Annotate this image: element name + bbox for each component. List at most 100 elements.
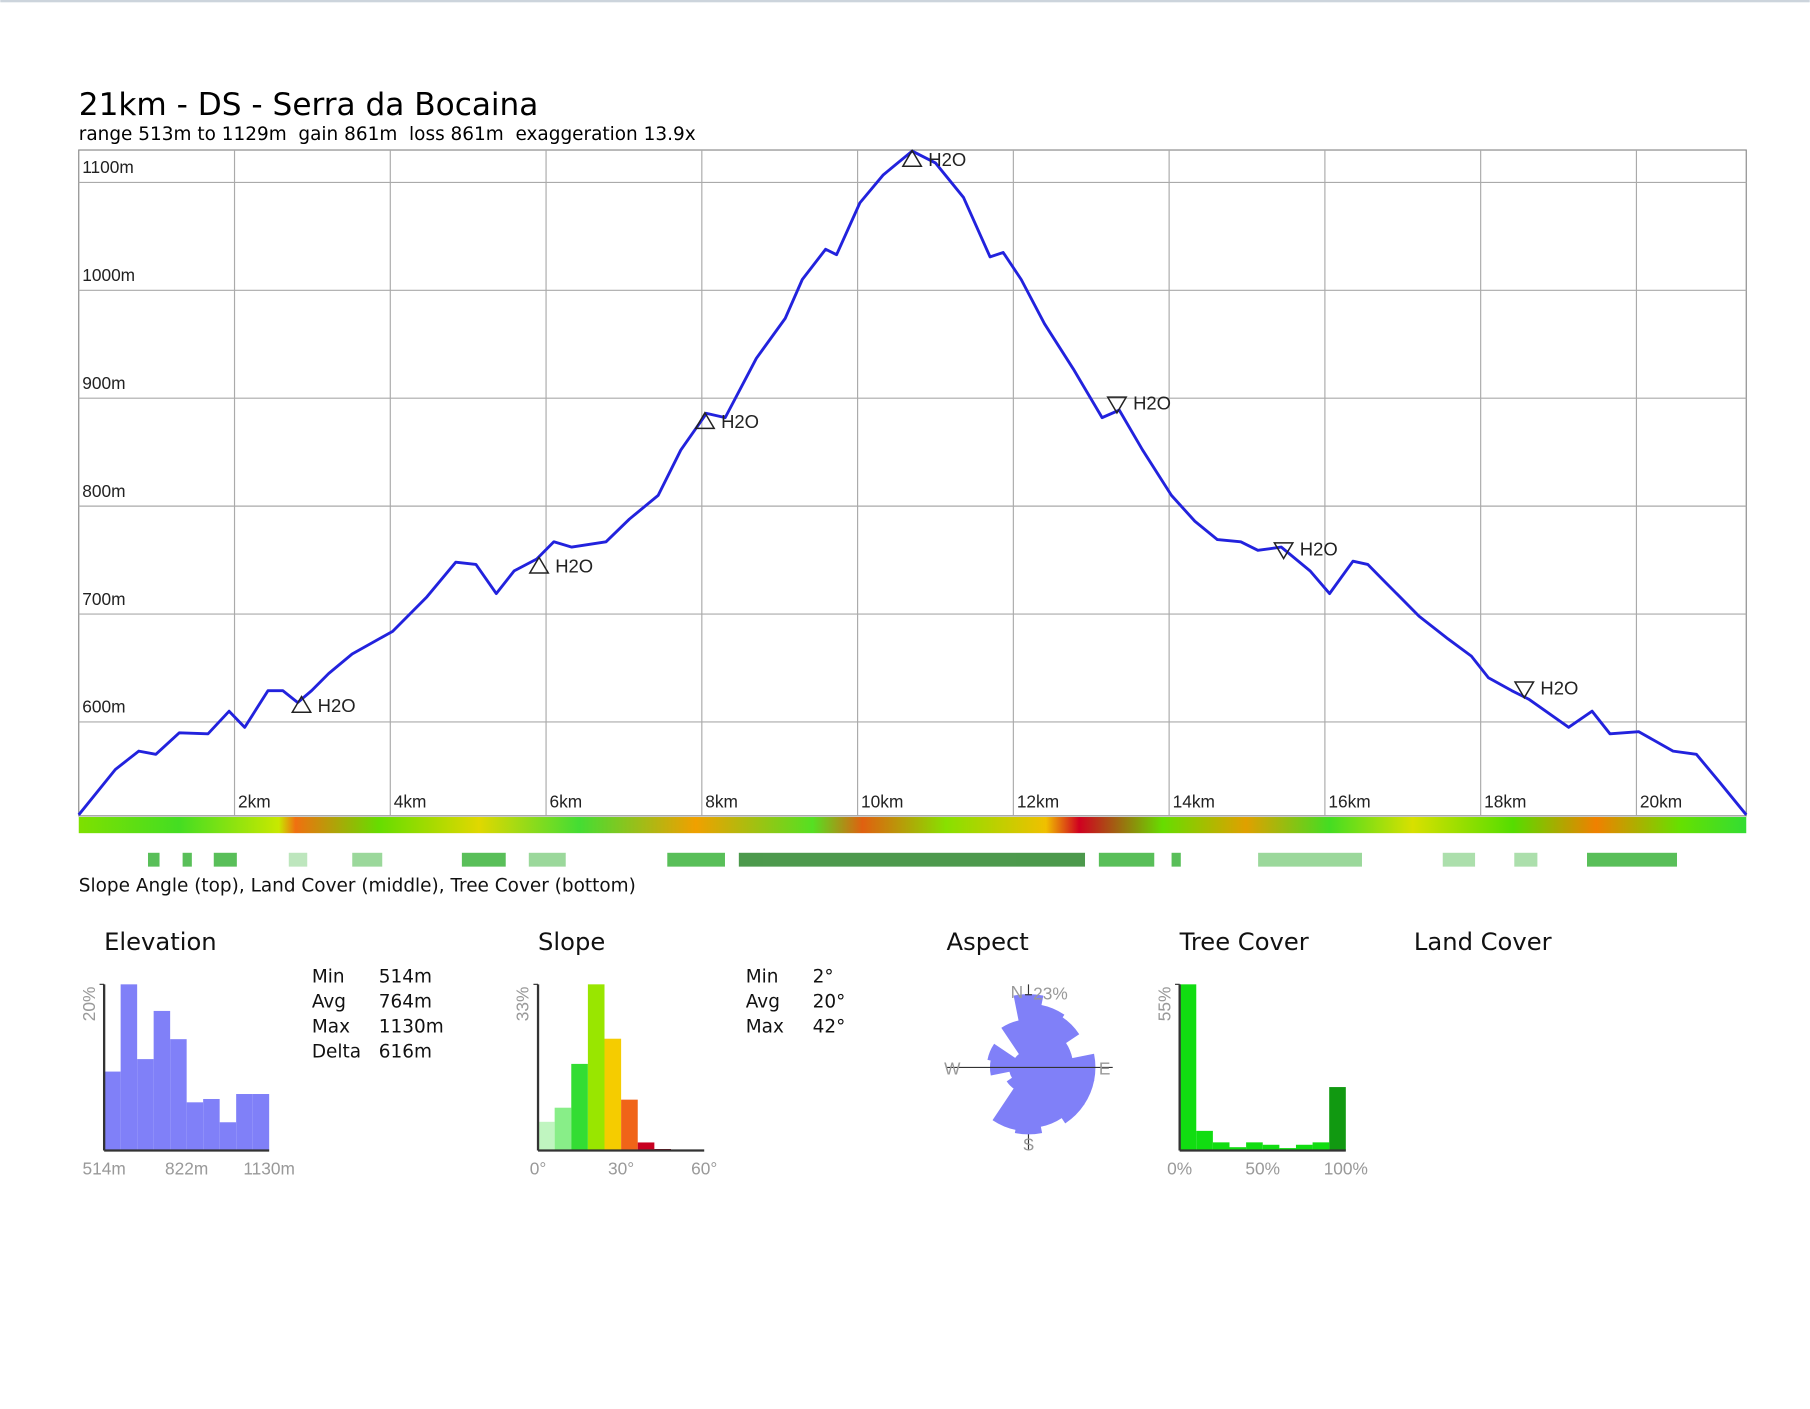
chart-title: Aspect	[947, 928, 1029, 956]
chart-title: Elevation	[104, 928, 217, 956]
bar	[538, 1121, 555, 1151]
subtitle: range 513m to 1129m gain 861m loss 861m …	[79, 124, 696, 145]
stat-label: Min	[746, 966, 779, 987]
bar	[236, 1094, 253, 1151]
bar	[571, 1063, 588, 1151]
stat-label: Avg	[312, 991, 346, 1012]
marker-label: H2O	[555, 556, 593, 577]
stat-label: Max	[312, 1016, 350, 1037]
x-tick-label: 0°	[530, 1159, 547, 1179]
bar	[203, 1098, 220, 1151]
x-tick-label: 1130m	[243, 1159, 295, 1179]
marker	[290, 695, 313, 713]
y-tick-label: 33%	[513, 987, 533, 1022]
x-tick-label: 0%	[1167, 1159, 1192, 1179]
y-tick-label: 55%	[1154, 987, 1174, 1022]
x-tick-label: 18km	[1484, 792, 1526, 812]
marker	[528, 555, 550, 574]
bar	[1212, 1142, 1230, 1151]
marker	[901, 149, 923, 167]
direction-label: W	[944, 1058, 961, 1078]
x-tick-label: 20km	[1640, 792, 1682, 812]
direction-label: E	[1099, 1058, 1111, 1078]
x-tick-label: 60°	[691, 1159, 717, 1179]
y-tick-label: 20%	[79, 987, 99, 1022]
stat-label: Max	[746, 1016, 784, 1037]
bar	[554, 1107, 572, 1151]
stat-label: Min	[312, 966, 345, 987]
bar	[587, 984, 605, 1151]
stat-label: Avg	[746, 991, 780, 1012]
x-tick-label: 30°	[608, 1159, 634, 1179]
bar	[120, 984, 138, 1151]
bar	[1329, 1087, 1346, 1151]
caption: Slope Angle (top), Land Cover (middle), …	[79, 875, 636, 896]
marker-label: H2O	[928, 149, 966, 170]
sector	[1001, 1020, 1030, 1068]
chart-title: Tree Cover	[1179, 928, 1309, 956]
stat-value: 764m	[379, 991, 432, 1012]
bar	[186, 1102, 204, 1151]
y-tick-label: 600m	[82, 697, 125, 717]
direction-label: N	[1011, 982, 1024, 1002]
sector	[1014, 1067, 1043, 1135]
x-tick-label: 6km	[550, 792, 583, 812]
x-tick-label: 14km	[1173, 792, 1215, 812]
bar	[1312, 1142, 1330, 1151]
marker-label: H2O	[1540, 678, 1578, 699]
marker	[1513, 681, 1535, 700]
y-tick-label: 1100m	[82, 157, 134, 177]
stat-value: 1130m	[379, 1016, 444, 1037]
x-tick-label: 12km	[1017, 792, 1059, 812]
marker-label: H2O	[1133, 393, 1171, 414]
y-tick-label: 900m	[82, 373, 125, 393]
stat-value: 616m	[379, 1042, 432, 1063]
top-edge	[0, 0, 1810, 3]
x-tick-label: 50%	[1245, 1159, 1280, 1179]
marker-label: H2O	[721, 411, 759, 432]
y-tick-label: 1000m	[82, 265, 135, 285]
bar	[637, 1142, 655, 1151]
chart-title: Slope	[538, 928, 605, 956]
x-tick-label: 2km	[238, 792, 271, 812]
bar	[104, 1071, 121, 1151]
marker	[1106, 396, 1128, 415]
bar	[137, 1059, 154, 1151]
x-tick-label: 4km	[394, 792, 427, 812]
bar	[252, 1094, 270, 1151]
stat-value: 42°	[813, 1016, 846, 1037]
x-tick-label: 100%	[1324, 1159, 1368, 1179]
bar	[1229, 1147, 1247, 1151]
direction-label: S	[1023, 1134, 1035, 1154]
marker	[694, 411, 716, 430]
bar	[170, 1039, 187, 1151]
stat-value: 514m	[379, 966, 432, 987]
y-tick-label: 700m	[82, 589, 125, 609]
sector	[1027, 1066, 1085, 1124]
elevation-line	[77, 149, 1748, 816]
sector	[1027, 1004, 1065, 1068]
stat-value: 20°	[813, 991, 846, 1012]
aspect-rose	[987, 994, 1096, 1135]
bar	[1179, 984, 1197, 1151]
y-tick-label: 800m	[82, 481, 125, 501]
sector	[992, 1067, 1030, 1131]
x-tick-label: 10km	[861, 792, 903, 812]
sector	[987, 1043, 1029, 1068]
bar	[1196, 1130, 1213, 1151]
chart-title: Land Cover	[1414, 928, 1552, 956]
tree-strip	[147, 852, 1678, 867]
bar	[1262, 1144, 1280, 1151]
bar	[621, 1099, 638, 1151]
x-tick-label: 16km	[1328, 792, 1370, 812]
x-tick-label: 8km	[705, 792, 738, 812]
bar	[153, 1010, 171, 1151]
plot-frame	[78, 149, 1747, 817]
stat-value: 2°	[813, 966, 834, 987]
marker	[1273, 542, 1295, 561]
bar	[1279, 1148, 1296, 1151]
x-tick-label: 822m	[165, 1159, 208, 1179]
bar	[1295, 1144, 1313, 1151]
marker-label: H2O	[1300, 538, 1338, 559]
